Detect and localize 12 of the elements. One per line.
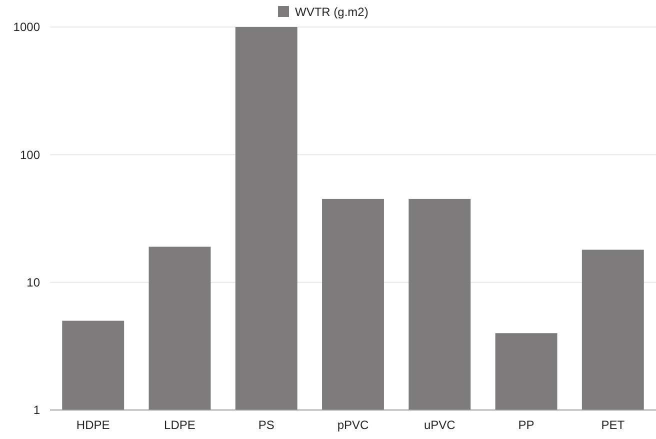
y-tick-label: 1 bbox=[33, 403, 40, 418]
x-tick-label: PET bbox=[601, 418, 626, 432]
y-tick-label: 10 bbox=[26, 276, 40, 290]
y-tick-label: 100 bbox=[20, 148, 40, 162]
x-tick-label: LDPE bbox=[164, 418, 196, 432]
x-tick-label: PP bbox=[518, 418, 534, 432]
x-tick-label: pPVC bbox=[337, 418, 369, 432]
x-tick-label: HDPE bbox=[76, 418, 110, 432]
x-tick-label: PS bbox=[258, 418, 274, 432]
legend-label: WVTR (g.m2) bbox=[295, 5, 368, 20]
y-tick-label: 1000 bbox=[13, 20, 40, 34]
x-tick-label: uPVC bbox=[424, 418, 456, 432]
